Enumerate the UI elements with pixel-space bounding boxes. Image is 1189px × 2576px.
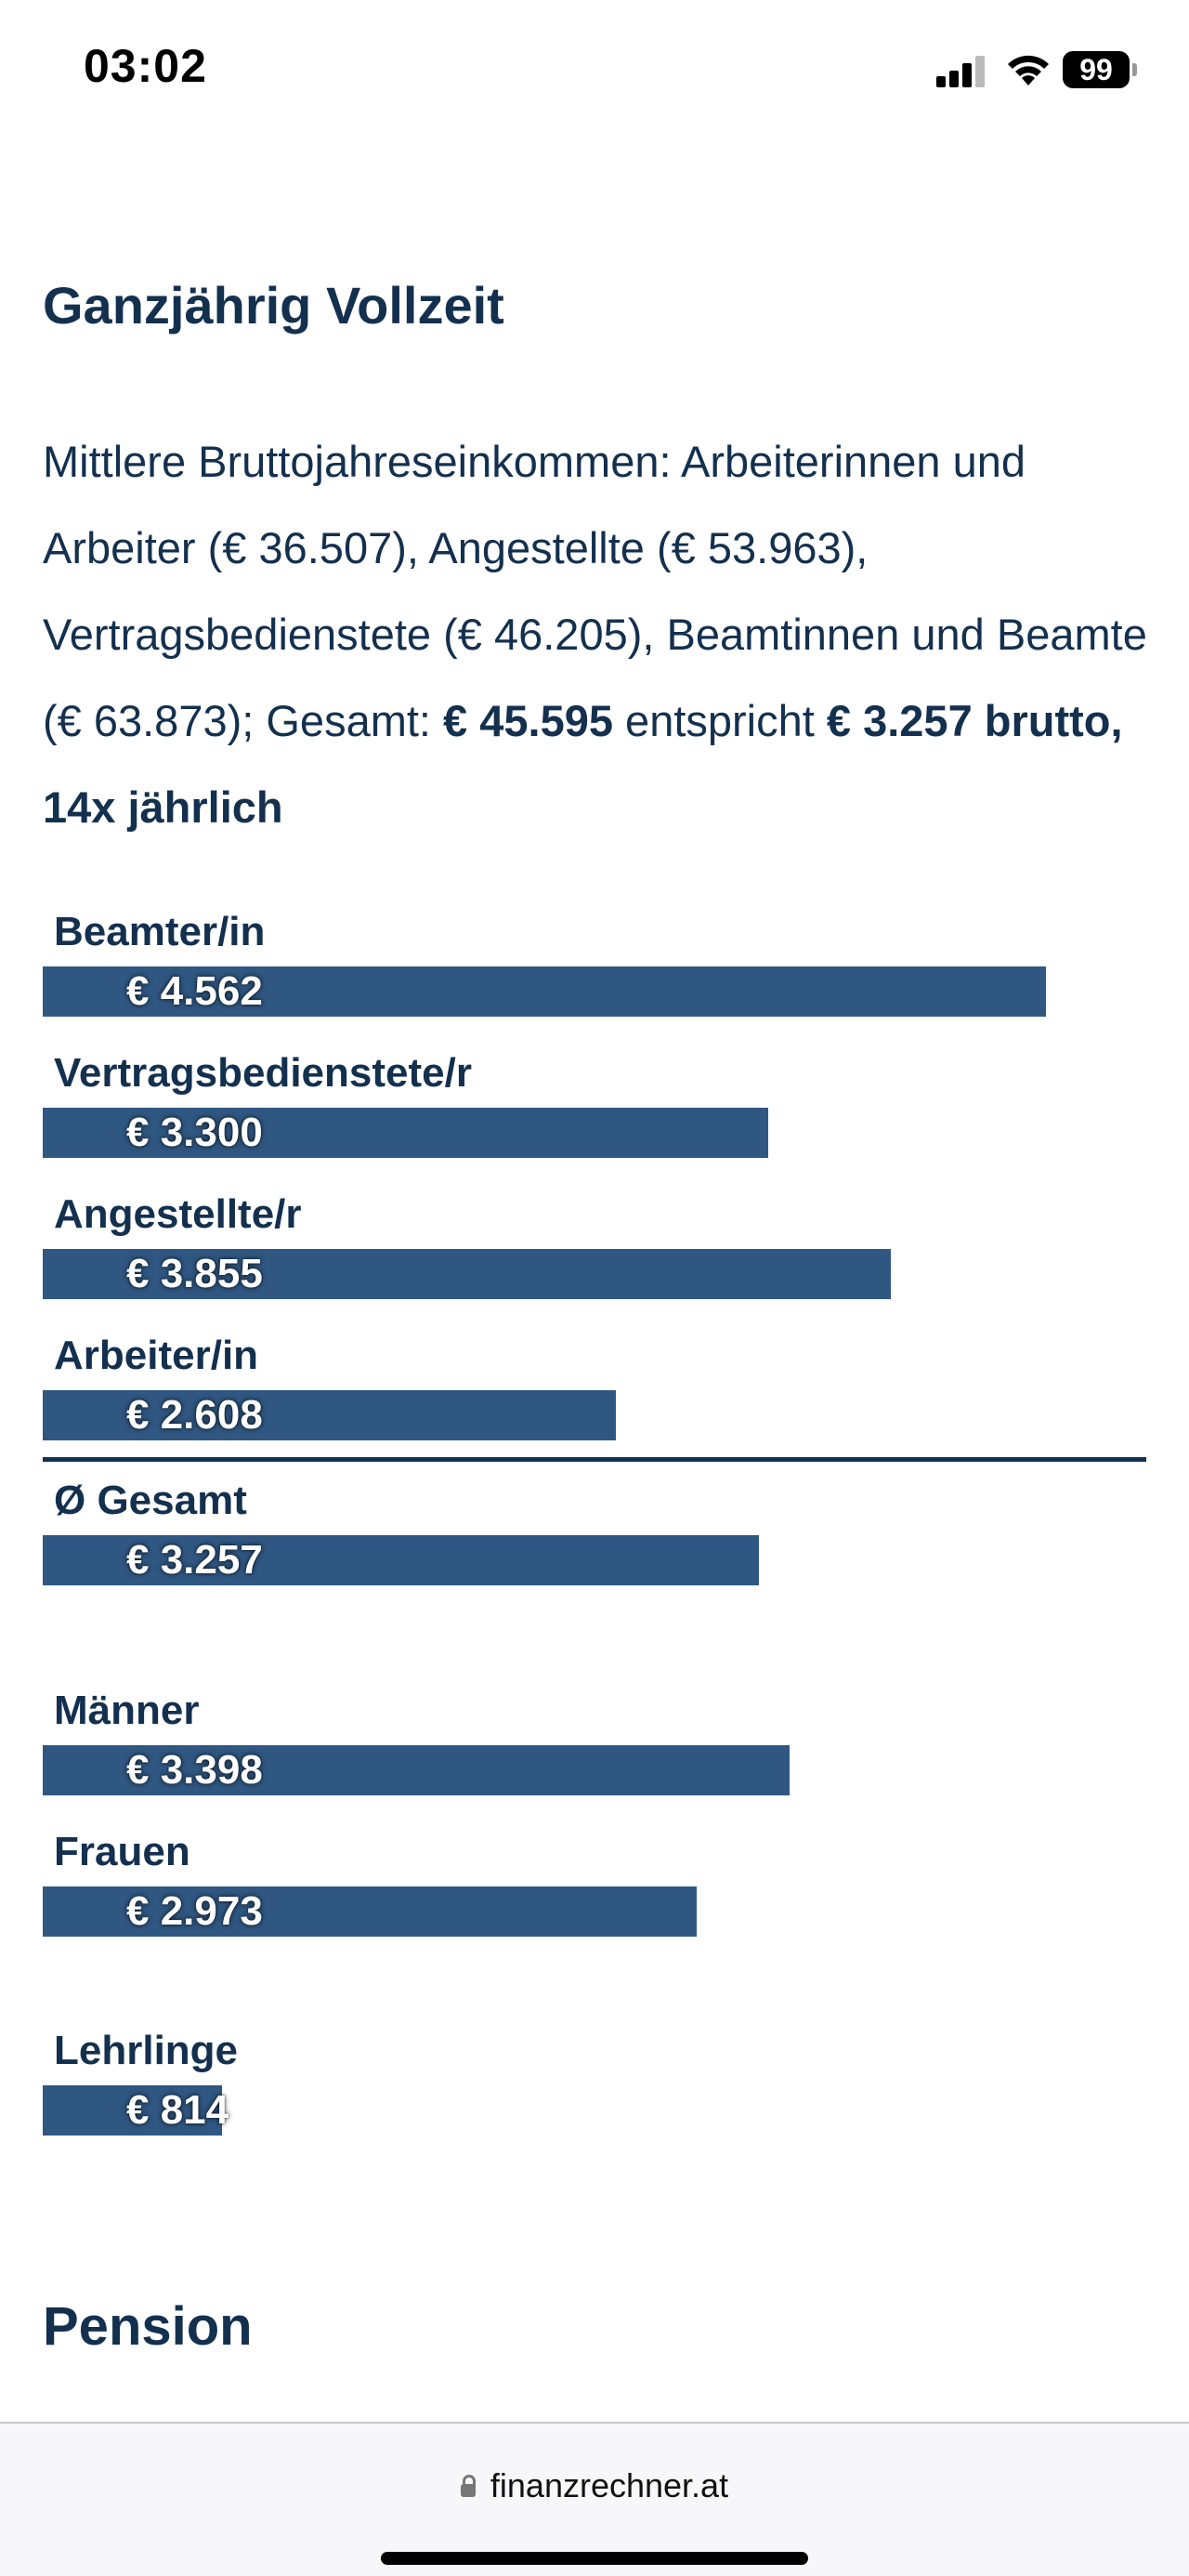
bar: € 2.973: [43, 1886, 697, 1937]
bar-value-label: € 3.300: [126, 1110, 263, 1155]
bar-label: Frauen: [54, 1829, 190, 1874]
browser-bottom-bar: finanzrechner.at: [0, 2422, 1189, 2576]
bar-label: Lehrlinge: [54, 2028, 239, 2073]
bar: € 814: [43, 2085, 229, 2136]
bar-value-label: € 814: [126, 2087, 229, 2133]
bar-value-label: € 3.257: [126, 1537, 263, 1583]
income-bar-chart: Beamter/in € 4.562 Vertragsbedienstete/r € …: [43, 909, 1146, 2136]
section-title: Ganzjährig Vollzeit: [43, 276, 504, 335]
cellular-signal-icon: [936, 54, 988, 87]
bar: € 3.300: [43, 1108, 768, 1158]
bar-label: Arbeiter/in: [54, 1333, 259, 1378]
bar-value-label: € 3.855: [126, 1251, 263, 1296]
home-indicator[interactable]: [381, 2552, 808, 2565]
bar-value-label: € 2.973: [126, 1888, 263, 1934]
battery-tip: [1132, 63, 1137, 76]
bar: € 3.855: [43, 1249, 891, 1299]
battery-icon: 99: [1063, 51, 1130, 88]
bar-label: Ø Gesamt: [54, 1478, 247, 1523]
status-bar: 03:02 99: [0, 0, 1189, 139]
status-time: 03:02: [84, 40, 207, 92]
intro-monthly: € 3.257 brutto, 14x jährlich: [43, 696, 1123, 832]
intro-text: Mittlere Bruttojahreseinkommen: Arbeiter…: [43, 437, 1147, 745]
bar: € 3.398: [43, 1745, 790, 1795]
intro-mid: entspricht: [613, 696, 827, 745]
bar-label: Vertragsbedienstete/r: [54, 1050, 472, 1096]
url-field[interactable]: finanzrechner.at: [0, 2466, 1189, 2505]
lock-icon: [460, 2475, 476, 2497]
bar-label: Beamter/in: [54, 909, 266, 954]
bar: € 2.608: [43, 1390, 616, 1440]
wifi-icon: [1008, 55, 1049, 85]
bar-value-label: € 4.562: [126, 968, 263, 1014]
chart-divider: [43, 1457, 1146, 1462]
bar-label: Angestellte/r: [54, 1191, 302, 1237]
url-text: finanzrechner.at: [490, 2466, 729, 2504]
bar: € 4.562: [43, 966, 1046, 1017]
intro-total: € 45.595: [443, 696, 613, 745]
intro-paragraph: Mittlere Bruttojahreseinkommen: Arbeiter…: [43, 418, 1157, 850]
bar-value-label: € 3.398: [126, 1747, 263, 1793]
bar-label: Männer: [54, 1688, 200, 1733]
bar: € 3.257: [43, 1535, 759, 1585]
bar-value-label: € 2.608: [126, 1392, 263, 1438]
pension-title: Pension: [43, 2296, 253, 2357]
